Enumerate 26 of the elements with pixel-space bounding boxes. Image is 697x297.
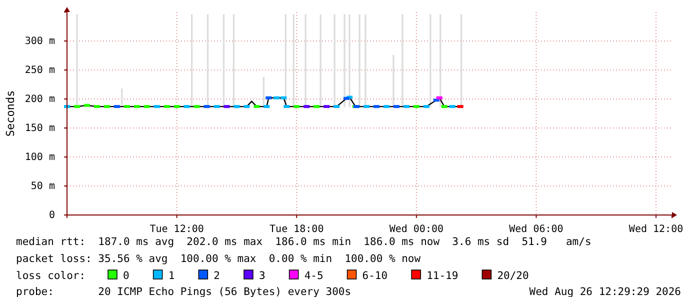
legend-label: 11-19: [426, 270, 458, 282]
x-tick-label: Wed 12:00: [628, 224, 684, 235]
legend-label: 0: [123, 270, 130, 282]
text: probe: 20 ICMP Echo Pings (56 Bytes) every 300s: [16, 286, 352, 297]
y-axis-title: Seconds: [4, 90, 17, 137]
text: median rtt: 187.0 ms avg 202.0 ms max 186.0 ms min 186.0 ms now 3.6 ms sd 51.9 am/s: [16, 236, 592, 248]
legend-title: loss color:: [16, 270, 86, 282]
legend-label: 4-5: [304, 270, 324, 282]
text: packet loss: 35.56 % avg 100.00 % max 0.00 % min 100.00 % now: [16, 253, 422, 265]
x-tick-label: Wed 00:00: [389, 224, 444, 235]
x-tick-label: Tue 12:00: [150, 224, 204, 235]
legend-label: 1: [168, 270, 175, 282]
legend-label: 6-10: [362, 270, 388, 282]
y-tick-label: 0: [48, 210, 55, 222]
y-tick-label: 250 m: [24, 65, 55, 76]
y-tick-label: 200 m: [24, 94, 55, 106]
x-tick-label: Tue 18:00: [270, 224, 324, 235]
x-tick-label: Wed 06:00: [509, 224, 564, 235]
text: Wed Aug 26 12:29:29 2026: [529, 286, 681, 297]
legend-label: 3: [258, 270, 266, 282]
y-tick-label: 150 m: [24, 123, 55, 134]
legend-label: 2: [214, 270, 220, 282]
y-tick-label: 50 m: [30, 181, 55, 192]
y-tick-label: 300 m: [24, 36, 55, 48]
y-tick-label: 100 m: [24, 152, 55, 164]
legend-label: 20/20: [497, 270, 529, 282]
